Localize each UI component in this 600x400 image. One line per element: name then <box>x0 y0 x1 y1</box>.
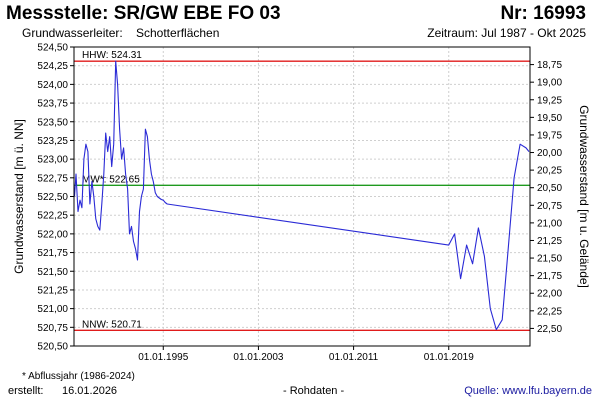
y-tick-label: 521,75 <box>37 248 68 259</box>
created-date: 16.01.2026 <box>62 385 118 397</box>
reference-label-nnw: NNW: 520.71 <box>82 319 142 330</box>
series-layer <box>73 60 530 331</box>
reference-lines: HHW: 524.31 MW*: 522.65 NNW: 520.71 <box>74 50 530 331</box>
x-tick-label: 01.01.1995 <box>138 352 188 363</box>
footnote: * Abflussjahr (1986-2024) <box>22 371 135 382</box>
y-right-tick-label: 19,75 <box>537 130 562 141</box>
y-axis-title-left: Grundwasserstand [m ü. NN] <box>12 119 26 274</box>
y-right-tick-label: 21,25 <box>537 236 562 247</box>
y-right-tick-label: 19,00 <box>537 78 562 89</box>
y-right-tick-label: 19,50 <box>537 113 562 124</box>
y-tick-label: 523,00 <box>37 155 68 166</box>
y-tick-label: 520,50 <box>37 342 68 353</box>
y-tick-label: 523,75 <box>37 99 68 110</box>
y-tick-label: 521,50 <box>37 267 68 278</box>
y-tick-label: 524,00 <box>37 80 68 91</box>
grid <box>74 46 530 347</box>
y-tick-label: 523,25 <box>37 136 68 147</box>
series-line <box>73 60 530 331</box>
reference-label-mw: MW*: 522.65 <box>82 174 140 185</box>
x-axis: 01.01.1995 01.01.2003 01.01.2011 01.01.2019 <box>138 346 474 363</box>
data-type-label: - Rohdaten - <box>283 385 345 397</box>
aquifer-label: Grundwasserleiter: <box>22 26 123 40</box>
x-tick-label: 01.01.2011 <box>329 352 379 363</box>
y-axis-right: 18,75 19,00 19,25 19,50 19,75 20,00 20,25 20,50… <box>530 60 562 335</box>
y-right-tick-label: 20,50 <box>537 183 562 194</box>
y-right-tick-label: 20,25 <box>537 166 562 177</box>
y-right-tick-label: 21,50 <box>537 254 562 265</box>
y-tick-label: 524,25 <box>37 61 68 72</box>
y-right-tick-label: 20,75 <box>537 201 562 212</box>
y-axis-title-right: Grundwasserstand [m u. Gelände] <box>577 105 591 288</box>
y-right-tick-label: 18,75 <box>537 60 562 71</box>
y-right-tick-label: 22,50 <box>537 324 562 335</box>
aquifer-value: Schotterflächen <box>136 26 220 40</box>
period-label: Zeitraum: Jul 1987 - Okt 2025 <box>427 26 586 40</box>
x-tick-label: 01.01.2019 <box>424 352 474 363</box>
y-right-tick-label: 21,00 <box>537 218 562 229</box>
y-tick-label: 522,50 <box>37 192 68 203</box>
y-tick-label: 522,25 <box>37 211 68 222</box>
y-tick-label: 524,50 <box>37 43 68 54</box>
y-right-tick-label: 20,00 <box>537 148 562 159</box>
created-label: erstellt: <box>8 385 44 397</box>
station-number: Nr: 16993 <box>500 3 586 24</box>
y-right-tick-label: 19,25 <box>537 95 562 106</box>
y-tick-label: 523,50 <box>37 117 68 128</box>
y-axis-left: 524,50 524,25 524,00 523,75 523,50 523,25 523,… <box>37 43 74 353</box>
y-tick-label: 522,75 <box>37 173 68 184</box>
source-link[interactable]: Quelle: www.lfu.bayern.de <box>464 385 592 397</box>
y-tick-label: 520,75 <box>37 323 68 334</box>
y-right-tick-label: 22,00 <box>537 289 562 300</box>
y-tick-label: 522,00 <box>37 229 68 240</box>
x-tick-label: 01.01.2003 <box>233 352 283 363</box>
y-tick-label: 521,00 <box>37 304 68 315</box>
y-right-tick-label: 22,25 <box>537 306 562 317</box>
page-title: Messstelle: SR/GW EBE FO 03 <box>6 3 281 24</box>
y-tick-label: 521,25 <box>37 285 68 296</box>
reference-label-hhw: HHW: 524.31 <box>82 50 142 61</box>
y-right-tick-label: 21,75 <box>537 271 562 282</box>
